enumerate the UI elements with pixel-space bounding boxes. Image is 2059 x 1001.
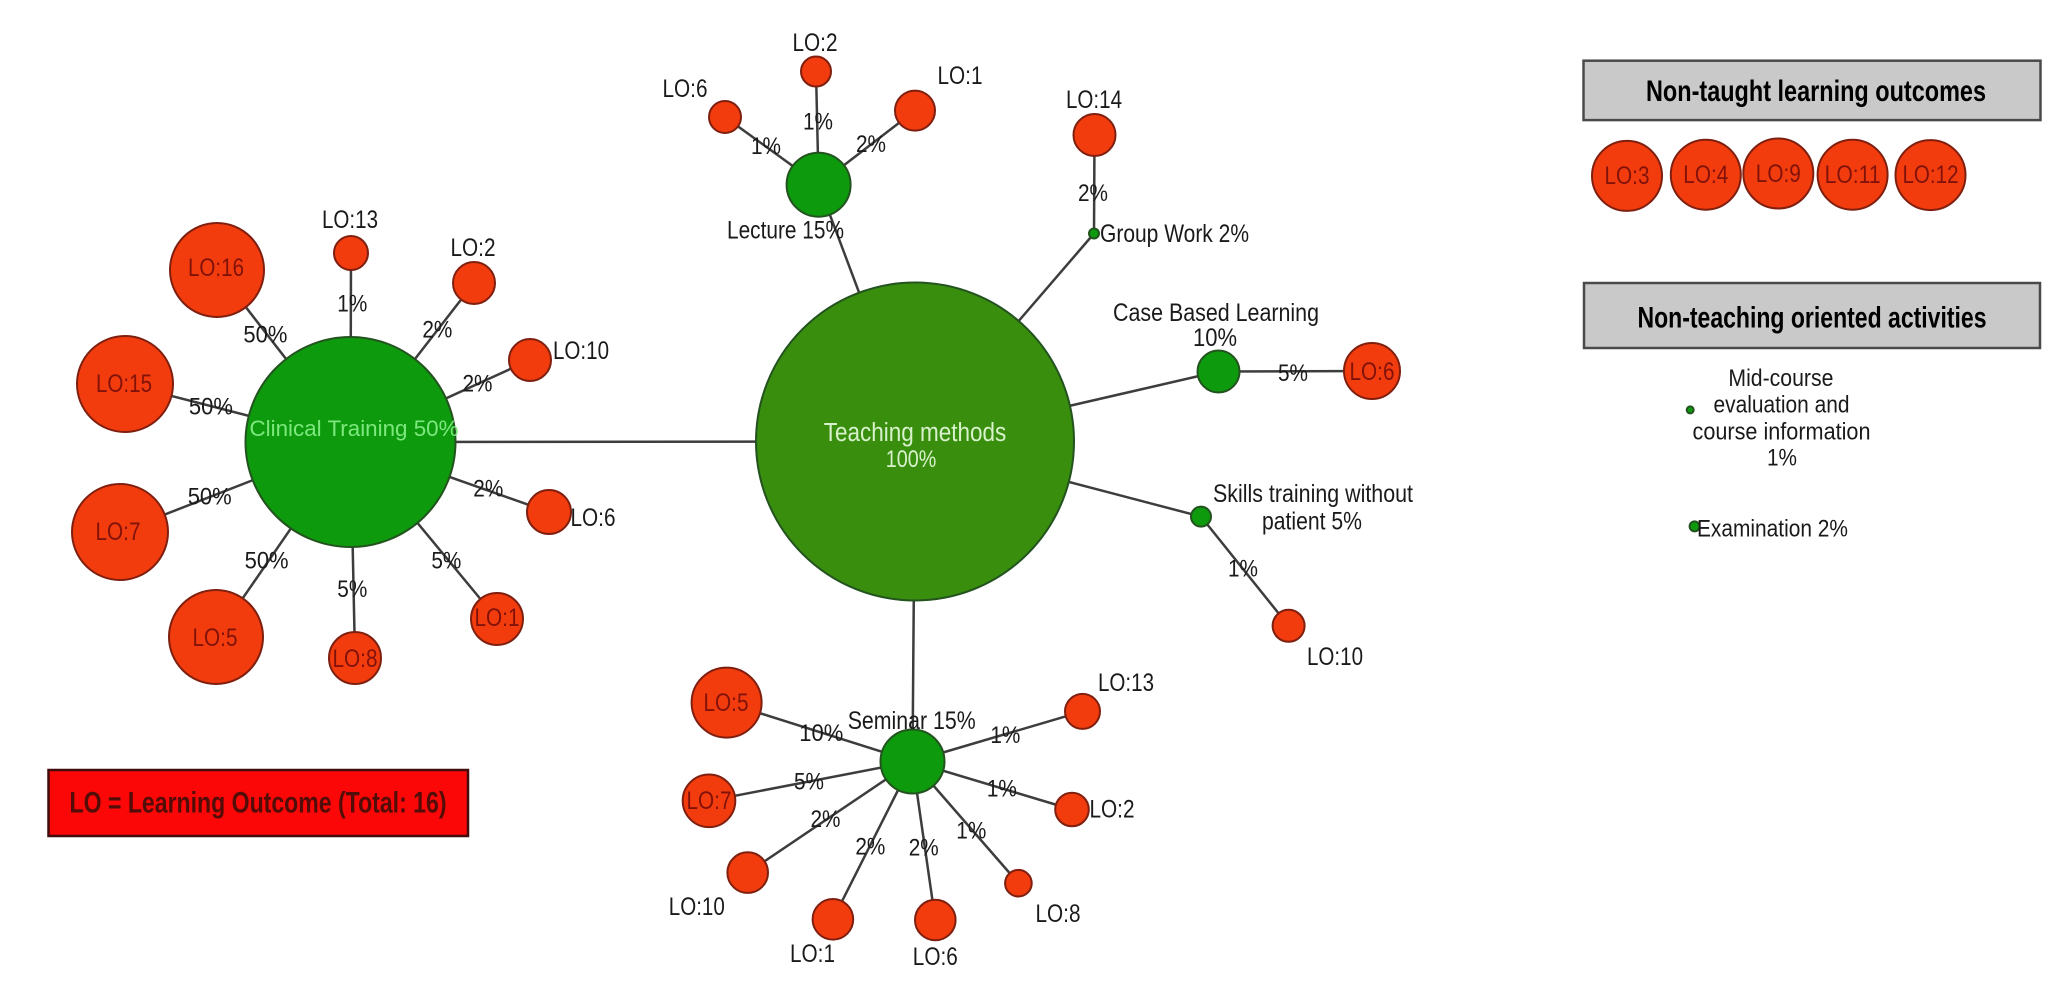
svg-text:50%: 50% [245,547,289,574]
svg-text:1%: 1% [1767,445,1797,472]
svg-text:LO:5: LO:5 [704,689,749,717]
svg-text:1%: 1% [1228,556,1258,583]
svg-text:5%: 5% [794,769,824,796]
svg-text:patient 5%: patient 5% [1262,508,1362,536]
svg-text:Skills training without: Skills training without [1213,480,1413,508]
svg-text:course information: course information [1693,419,1871,446]
svg-text:Examination 2%: Examination 2% [1697,516,1848,543]
svg-text:LO:6: LO:6 [913,943,958,971]
svg-text:Case Based Learning: Case Based Learning [1113,299,1319,327]
svg-text:2%: 2% [909,834,939,861]
svg-text:2%: 2% [473,476,503,503]
svg-text:LO = Learning Outcome (Total:: LO = Learning Outcome (Total: 16) [70,787,447,820]
svg-text:2%: 2% [811,806,841,833]
svg-text:LO:11: LO:11 [1825,161,1881,189]
svg-text:LO:1: LO:1 [475,604,520,632]
svg-text:LO:15: LO:15 [96,370,152,398]
svg-text:2%: 2% [856,131,886,158]
svg-text:LO:14: LO:14 [1066,86,1122,114]
svg-text:1%: 1% [803,108,833,135]
svg-text:50%: 50% [243,322,287,349]
svg-text:1%: 1% [990,722,1020,749]
svg-text:2%: 2% [463,371,493,398]
svg-text:2%: 2% [855,833,885,860]
svg-text:LO:10: LO:10 [1307,643,1363,671]
svg-text:LO:13: LO:13 [322,206,378,234]
svg-text:2%: 2% [1078,180,1108,207]
svg-text:1%: 1% [337,290,367,317]
svg-text:LO:3: LO:3 [1605,162,1650,190]
svg-text:100%: 100% [886,446,937,473]
svg-text:LO:6: LO:6 [1350,358,1395,386]
svg-text:LO:8: LO:8 [1036,900,1081,928]
svg-text:5%: 5% [337,576,367,603]
svg-text:Clinical Training 50%: Clinical Training 50% [250,416,459,441]
svg-text:2%: 2% [422,317,452,344]
svg-text:LO:7: LO:7 [96,518,141,546]
svg-text:LO:4: LO:4 [1683,161,1728,189]
svg-text:LO:1: LO:1 [790,940,835,968]
svg-text:LO:8: LO:8 [333,645,378,673]
svg-text:LO:2: LO:2 [1090,796,1135,824]
svg-text:1%: 1% [987,776,1017,803]
svg-text:LO:16: LO:16 [188,254,244,282]
svg-text:Lecture 15%: Lecture 15% [727,217,844,245]
svg-text:LO:10: LO:10 [669,893,725,921]
svg-text:10%: 10% [1193,324,1237,352]
svg-text:LO:6: LO:6 [663,75,708,103]
svg-text:LO:9: LO:9 [1756,160,1801,188]
svg-text:5%: 5% [1278,360,1308,387]
svg-text:Seminar 15%: Seminar 15% [848,707,976,735]
svg-text:LO:1: LO:1 [938,62,983,90]
svg-text:1%: 1% [956,818,986,845]
svg-text:LO:10: LO:10 [553,337,609,365]
svg-text:evaluation and: evaluation and [1714,392,1850,419]
svg-text:50%: 50% [188,483,232,510]
svg-text:LO:5: LO:5 [193,624,238,652]
svg-text:LO:7: LO:7 [687,787,732,815]
svg-text:LO:2: LO:2 [793,29,838,57]
svg-text:1%: 1% [751,133,781,160]
svg-text:LO:12: LO:12 [1903,161,1959,189]
svg-text:Non-taught learning outcomes: Non-taught learning outcomes [1646,75,1986,108]
svg-text:LO:13: LO:13 [1098,669,1154,697]
svg-text:Mid-course: Mid-course [1728,365,1833,392]
svg-text:Teaching methods: Teaching methods [824,419,1007,447]
svg-text:10%: 10% [799,720,843,747]
svg-text:5%: 5% [431,547,461,574]
svg-text:LO:2: LO:2 [451,234,496,262]
svg-text:50%: 50% [189,393,233,420]
svg-text:Group Work 2%: Group Work 2% [1100,220,1249,248]
svg-text:LO:6: LO:6 [571,504,616,532]
svg-text:Non-teaching oriented activiti: Non-teaching oriented activities [1638,302,1987,335]
